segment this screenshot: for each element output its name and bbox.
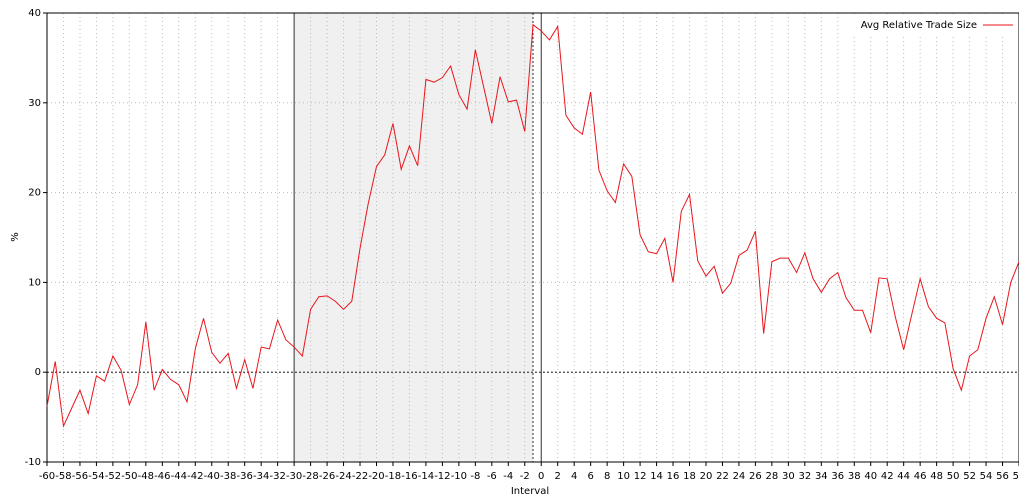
x-tick-label: 8 (604, 471, 610, 482)
x-tick-label: -10 (451, 471, 467, 482)
x-tick-label: -56 (72, 471, 88, 482)
x-tick-label: 30 (782, 471, 795, 482)
x-tick-label: -30 (286, 471, 302, 482)
x-tick-label: 10 (617, 471, 630, 482)
x-tick-label: -12 (434, 471, 450, 482)
x-tick-label: -16 (401, 471, 417, 482)
x-tick-label: -54 (88, 471, 104, 482)
y-tick-label: 20 (28, 188, 41, 199)
x-tick-label: 52 (963, 471, 976, 482)
x-tick-label: -46 (154, 471, 170, 482)
x-tick-label: -48 (138, 471, 154, 482)
x-tick-label: -8 (470, 471, 480, 482)
x-tick-label: 32 (798, 471, 811, 482)
x-tick-label: 12 (634, 471, 647, 482)
x-tick-label: -18 (385, 471, 401, 482)
x-tick-label: -42 (187, 471, 203, 482)
x-tick-label: 48 (930, 471, 943, 482)
x-tick-label: 44 (897, 471, 910, 482)
x-tick-label: -26 (319, 471, 335, 482)
x-tick-label: -2 (520, 471, 530, 482)
x-tick-label: 4 (571, 471, 577, 482)
x-tick-label: 26 (749, 471, 762, 482)
x-tick-label: -36 (237, 471, 253, 482)
y-tick-label: 30 (28, 98, 41, 109)
legend-label: Avg Relative Trade Size (861, 20, 977, 31)
data-line (46, 23, 1019, 428)
x-tick-label: -60 (39, 471, 55, 482)
x-tick-label: 22 (716, 471, 729, 482)
x-tick-label: 20 (700, 471, 713, 482)
x-tick-label: -14 (418, 471, 434, 482)
x-tick-label: 36 (831, 471, 844, 482)
x-tick-label: 46 (914, 471, 927, 482)
legend-box (839, 16, 1015, 34)
x-tick-label: -38 (220, 471, 236, 482)
x-tick-label: -24 (335, 471, 351, 482)
x-tick-label: 24 (733, 471, 746, 482)
x-tick-label: 2 (555, 471, 561, 482)
x-tick-label: -34 (253, 471, 269, 482)
plot-frame (46, 12, 1019, 463)
y-axis-label: % (10, 232, 21, 242)
x-tick-label: 16 (667, 471, 680, 482)
y-tick-label: 10 (28, 277, 41, 288)
x-tick-label: 28 (766, 471, 779, 482)
x-tick-label: 58 (1013, 471, 1019, 482)
x-tick-label: -32 (269, 471, 285, 482)
x-tick-label: 54 (980, 471, 993, 482)
x-tick-label: -28 (302, 471, 318, 482)
shaded-region (294, 13, 533, 462)
x-tick-label: 18 (683, 471, 696, 482)
x-tick-label: -52 (105, 471, 121, 482)
x-tick-label: 50 (947, 471, 960, 482)
y-tick-label: -10 (25, 457, 41, 468)
x-axis-label: Interval (511, 486, 549, 497)
x-tick-label: -20 (368, 471, 384, 482)
x-tick-label: 42 (881, 471, 894, 482)
x-tick-label: -50 (121, 471, 137, 482)
x-tick-label: -6 (487, 471, 497, 482)
x-tick-label: 0 (538, 471, 544, 482)
y-tick-label: 0 (35, 367, 41, 378)
x-tick-label: -44 (171, 471, 187, 482)
x-tick-label: -4 (503, 471, 513, 482)
y-tick-label: 40 (28, 8, 41, 19)
x-tick-label: 38 (848, 471, 861, 482)
x-tick-label: 56 (996, 471, 1009, 482)
x-tick-label: 6 (587, 471, 593, 482)
x-tick-label: 34 (815, 471, 828, 482)
x-tick-label: -22 (352, 471, 368, 482)
x-tick-label: 14 (650, 471, 663, 482)
x-tick-label: -40 (204, 471, 220, 482)
x-tick-label: -58 (55, 471, 71, 482)
x-tick-label: 40 (864, 471, 877, 482)
